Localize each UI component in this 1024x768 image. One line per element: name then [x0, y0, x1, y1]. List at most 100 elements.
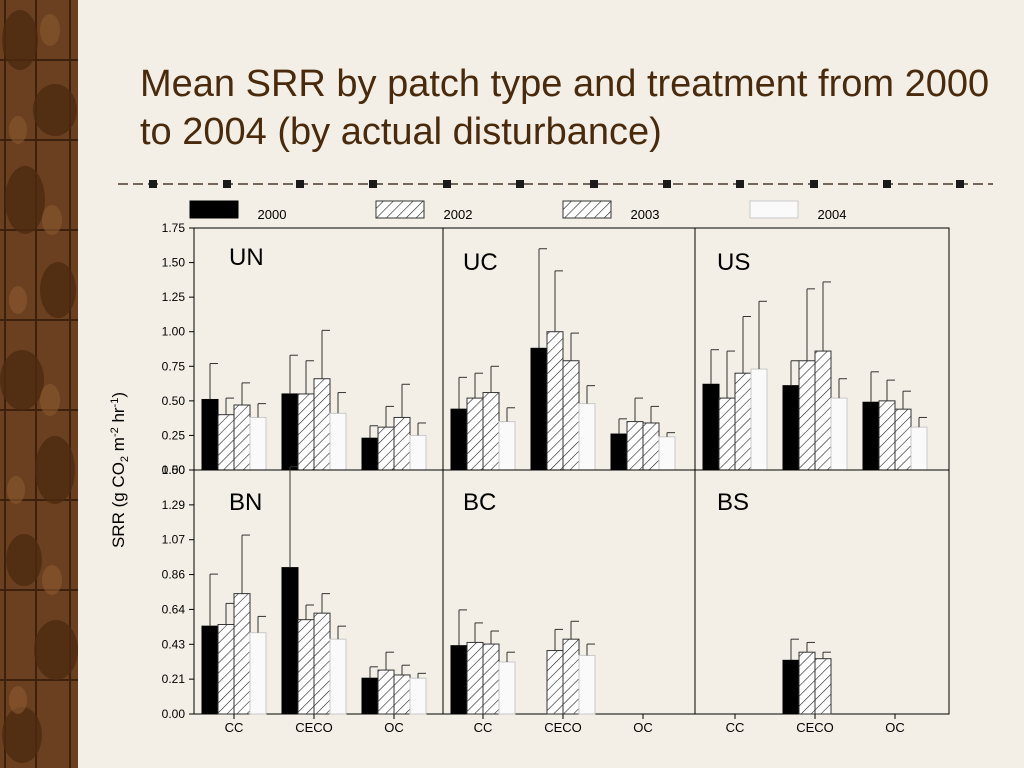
bar-BN-OC-2000 — [361, 677, 379, 715]
bar-BN-CC-2004 — [249, 632, 267, 715]
panel-BN: BN — [193, 466, 444, 715]
y-tick-label: 0.86 — [162, 568, 186, 582]
y-tick-label: 0.00 — [162, 707, 186, 721]
bar-UN-OC-2000 — [361, 437, 379, 471]
bar-BN-CC-2002 — [217, 624, 235, 715]
y-tick-label: 1.50 — [162, 256, 186, 270]
y-tick-label: 1.75 — [162, 221, 186, 235]
y-axis-label: SRR (g CO2 m-2 hr-1) — [109, 392, 131, 548]
y-tick-label: 0.50 — [162, 394, 186, 408]
panel-BS: BS — [694, 469, 950, 715]
bar-US-OC-2000 — [862, 401, 880, 471]
bar-UN-CC-2003 — [233, 404, 251, 471]
bar-UC-CECO-2003 — [562, 360, 580, 471]
bar-BS-CECO-2003 — [814, 658, 832, 715]
bar-BC-CECO-2003 — [562, 638, 580, 715]
bar-BN-CECO-2003 — [313, 612, 331, 715]
bar-UN-OC-2002 — [377, 426, 395, 471]
legend-swatch-2003 — [562, 200, 612, 219]
bar-UC-CECO-2000 — [530, 347, 548, 471]
x-tick-label-OC: OC — [885, 720, 905, 735]
bar-BN-OC-2004 — [409, 677, 427, 715]
bar-BN-CECO-2000 — [281, 567, 299, 715]
bar-BN-CECO-2002 — [297, 619, 315, 715]
bar-BC-CC-2003 — [482, 643, 500, 715]
bar-UN-CECO-2004 — [329, 412, 347, 471]
x-tick-label-CC: CC — [726, 720, 745, 735]
bar-US-CC-2004 — [750, 368, 768, 471]
y-tick-label: 0.64 — [162, 602, 186, 616]
bar-US-CC-2003 — [734, 372, 752, 471]
bar-UN-CC-2002 — [217, 414, 235, 471]
x-tick-label-CECO: CECO — [295, 720, 333, 735]
y-tick-label: 0.25 — [162, 428, 186, 442]
bar-BC-CC-2004 — [498, 661, 516, 715]
bar-US-CC-2002 — [718, 397, 736, 471]
x-tick-label-CECO: CECO — [544, 720, 582, 735]
panel-US: US — [694, 227, 950, 471]
chart-legend: 2000 2002 2003 2004 — [189, 200, 847, 222]
bar-UC-OC-2003 — [642, 422, 660, 471]
bar-UN-CC-2000 — [201, 398, 219, 471]
bar-BN-CC-2000 — [201, 625, 219, 715]
bar-UC-CC-2003 — [482, 392, 500, 471]
bar-UN-OC-2003 — [393, 416, 411, 471]
panel-UC: UC — [442, 227, 696, 471]
bar-UC-CC-2002 — [466, 397, 484, 471]
bar-UC-CECO-2004 — [578, 403, 596, 471]
bar-US-OC-2002 — [878, 400, 896, 471]
bar-US-OC-2004 — [910, 426, 928, 471]
decorative-leaf-border — [0, 0, 78, 768]
y-axes: 1.751.501.251.000.750.500.250.001.501.29… — [162, 221, 194, 721]
bar-BN-CECO-2004 — [329, 638, 347, 715]
bar-US-CECO-2003 — [814, 350, 832, 471]
y-tick-label: 1.07 — [162, 533, 186, 547]
bar-BC-CC-2002 — [466, 641, 484, 715]
legend-swatch-2004 — [749, 200, 799, 219]
y-tick-label: 0.00 — [162, 463, 186, 477]
bar-US-CECO-2000 — [782, 385, 800, 471]
bar-BN-OC-2002 — [377, 669, 395, 715]
x-tick-label-CC: CC — [225, 720, 244, 735]
legend-label-2002: 2002 — [444, 207, 473, 222]
bar-UN-CECO-2002 — [297, 393, 315, 471]
title-divider — [118, 180, 993, 188]
panel-label-BC: BC — [463, 489, 496, 516]
legend-label-2000: 2000 — [258, 207, 287, 222]
bar-BN-CC-2003 — [233, 593, 251, 715]
panel-BC: BC — [442, 469, 696, 715]
bar-BC-CC-2000 — [450, 645, 468, 715]
bar-BC-CECO-2004 — [578, 654, 596, 715]
x-tick-label-CECO: CECO — [796, 720, 834, 735]
bar-US-CC-2000 — [702, 383, 720, 471]
bar-BS-CECO-2000 — [782, 659, 800, 715]
x-tick-label-CC: CC — [474, 720, 493, 735]
bar-UC-CC-2004 — [498, 421, 516, 471]
x-tick-label-OC: OC — [384, 720, 404, 735]
bar-UN-OC-2004 — [409, 434, 427, 471]
bar-BN-OC-2003 — [393, 674, 411, 715]
y-tick-label: 0.43 — [162, 637, 186, 651]
panel-label-BS: BS — [717, 489, 749, 516]
panel-label-US: US — [717, 249, 750, 276]
y-tick-label: 1.25 — [162, 290, 186, 304]
bar-US-CECO-2002 — [798, 360, 816, 471]
bar-UC-OC-2002 — [626, 421, 644, 471]
legend-swatch-2000 — [189, 200, 239, 219]
bar-UC-CC-2000 — [450, 408, 468, 471]
legend-swatch-2002 — [375, 200, 425, 219]
panel-label-BN: BN — [229, 489, 262, 516]
panel-label-UN: UN — [229, 244, 264, 271]
y-tick-label: 0.75 — [162, 359, 186, 373]
x-axes: CC CECO OC CC CECO OC CC CECO OC — [225, 714, 905, 735]
slide-title: Mean SRR by patch type and treatment fro… — [140, 63, 990, 153]
chart-panels: UN UC US BN BC BS — [193, 227, 950, 715]
bar-BC-CECO-2002 — [546, 650, 564, 715]
bar-US-OC-2003 — [894, 408, 912, 471]
y-tick-label: 1.50 — [162, 463, 186, 477]
legend-label-2004: 2004 — [818, 207, 847, 222]
legend-label-2003: 2003 — [631, 207, 660, 222]
bar-UC-CECO-2002 — [546, 331, 564, 471]
bar-BS-CECO-2002 — [798, 651, 816, 715]
